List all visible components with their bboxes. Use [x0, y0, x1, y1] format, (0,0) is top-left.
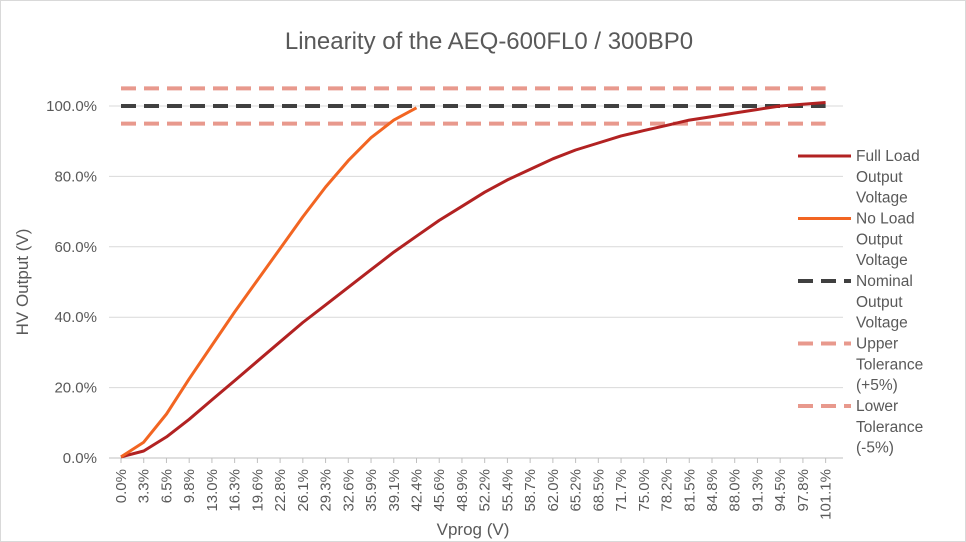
- x-tick-label: 75.0%: [636, 469, 653, 512]
- y-tick-label: 20.0%: [54, 380, 97, 397]
- x-tick-label: 13.0%: [204, 469, 221, 512]
- y-tick-label: 40.0%: [54, 309, 97, 326]
- x-tick-label: 68.5%: [590, 469, 607, 512]
- legend-label: Voltage: [856, 315, 908, 332]
- legend-label: Output: [856, 231, 903, 248]
- x-tick-label: 45.6%: [431, 469, 448, 512]
- x-tick-label: 6.5%: [158, 469, 175, 503]
- legend-label: Upper: [856, 336, 898, 353]
- chart-title: Linearity of the AEQ-600FL0 / 300BP0: [285, 28, 693, 55]
- x-tick-label: 35.9%: [363, 469, 380, 512]
- gridlines: [109, 105, 843, 459]
- x-tick-label: 55.4%: [499, 469, 516, 512]
- y-axis-title: HV Output (V): [13, 229, 32, 336]
- x-tick-label: 32.6%: [340, 469, 357, 512]
- y-tick-label: 100.0%: [46, 98, 97, 115]
- legend-label: No Load: [856, 211, 915, 228]
- x-tick-label: 16.3%: [227, 469, 244, 512]
- x-tick-label: 81.5%: [681, 469, 698, 512]
- x-tick-label: 29.3%: [318, 469, 335, 512]
- x-tick-label: 52.2%: [477, 469, 494, 512]
- x-tick-label: 26.1%: [295, 469, 312, 512]
- x-tick-label: 101.1%: [818, 469, 835, 520]
- y-tick-label: 80.0%: [54, 168, 97, 185]
- legend-label: Tolerance: [856, 356, 923, 373]
- legend-label: Voltage: [856, 190, 908, 207]
- x-tick-label: 42.4%: [408, 469, 425, 512]
- x-axis-title: Vprog (V): [437, 520, 510, 539]
- x-tick-label: 58.7%: [522, 469, 539, 512]
- x-tick-label: 0.0%: [113, 469, 130, 503]
- series-lines: [120, 86, 826, 459]
- x-tick-label: 88.0%: [727, 469, 744, 512]
- x-tick-label: 94.5%: [772, 469, 789, 512]
- x-tick-label: 91.3%: [749, 469, 766, 512]
- legend-label: Lower: [856, 398, 898, 415]
- legend-label: Output: [856, 169, 903, 186]
- y-tick-label: 0.0%: [63, 450, 97, 467]
- legend-label: Output: [856, 294, 903, 311]
- x-tick-label: 9.8%: [181, 469, 198, 503]
- x-tick-label: 71.7%: [613, 469, 630, 512]
- legend-label: Voltage: [856, 252, 908, 269]
- x-tick-label: 62.0%: [545, 469, 562, 512]
- legend-label: Tolerance: [856, 419, 923, 436]
- x-tick-label: 84.8%: [704, 469, 721, 512]
- legend-label: (-5%): [856, 440, 894, 457]
- x-tick-label: 78.2%: [659, 469, 676, 512]
- axes: 0.0% 20.0% 40.0% 60.0% 80.0% 100.0% 0.0% 3.3% 6.…: [46, 98, 843, 520]
- legend-label: (+5%): [856, 377, 898, 394]
- x-tick-label: 65.2%: [568, 469, 585, 512]
- legend-label: Nominal: [856, 273, 913, 290]
- x-tick-label: 97.8%: [795, 469, 812, 512]
- legend: Full Load Output Voltage No Load Output Volta…: [798, 148, 923, 457]
- x-tick-label: 19.6%: [249, 469, 266, 512]
- series-line-1: [120, 106, 418, 459]
- x-tick-label: 39.1%: [386, 469, 403, 512]
- x-tick-label: 22.8%: [272, 469, 289, 512]
- y-tick-label: 60.0%: [54, 239, 97, 256]
- x-tick-label: 3.3%: [136, 469, 153, 503]
- x-tick-label: 48.9%: [454, 469, 471, 512]
- legend-label: Full Load: [856, 148, 920, 165]
- series-line-0: [120, 101, 826, 459]
